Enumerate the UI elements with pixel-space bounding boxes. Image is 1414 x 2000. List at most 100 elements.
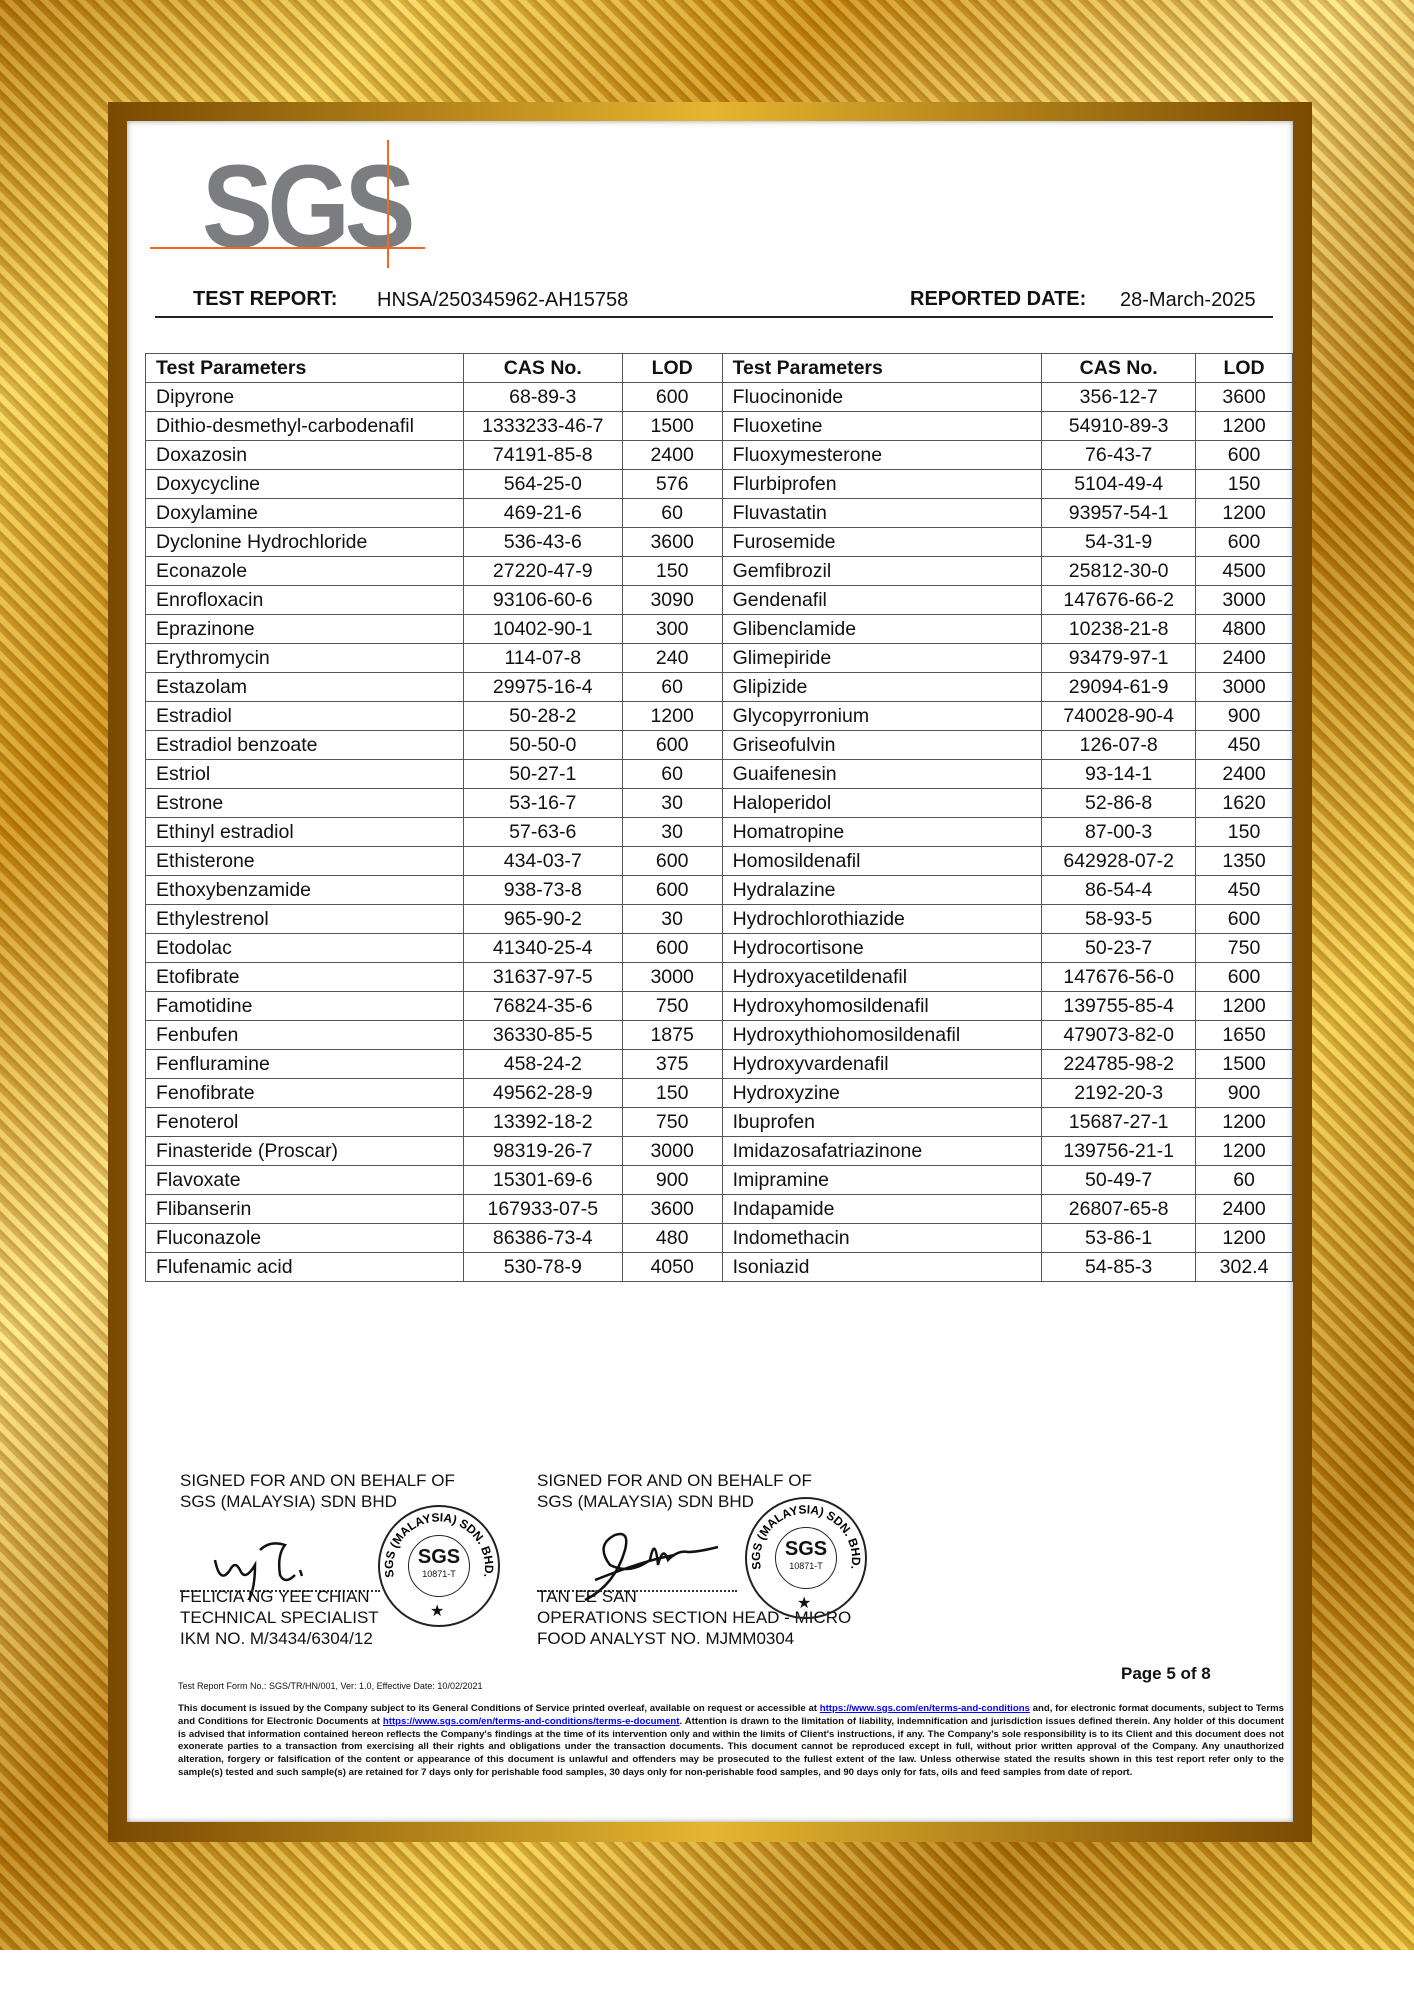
cas-number: 93106-60-6: [462, 585, 623, 615]
lod-value: 3000: [1195, 585, 1293, 615]
table-row: Fluconazole 86386-73-4 480 Indomethacin 53-8…: [145, 1223, 1293, 1253]
cas-number: 356-12-7: [1041, 382, 1197, 412]
signature-block-2: SIGNED FOR AND ON BEHALF OF SGS (MALAYSI…: [537, 1470, 812, 1512]
terms-e-document-link[interactable]: https://www.sgs.com/en/terms-and-conditi…: [382, 1715, 680, 1727]
table-row: Dyclonine Hydrochloride 536-43-6 3600 Furos…: [145, 527, 1293, 557]
table-row: Flibanserin 167933-07-5 3600 Indapamide 2680…: [145, 1194, 1293, 1224]
parameter-name: Hydroxyacetildenafil: [721, 962, 1043, 992]
parameter-name: Fluvastatin: [721, 498, 1043, 528]
lod-value: 1200: [1195, 991, 1293, 1021]
cas-number: 167933-07-5: [462, 1194, 623, 1224]
parameter-name: Glipizide: [721, 672, 1043, 702]
table-row: Etofibrate 31637-97-5 3000 Hydroxyacetilden…: [145, 962, 1293, 992]
cas-number: 93479-97-1: [1041, 643, 1197, 673]
column-header: LOD: [1195, 353, 1293, 383]
cas-number: 26807-65-8: [1041, 1194, 1197, 1224]
report-number: HNSA/250345962-AH15758: [377, 289, 629, 311]
cas-number: 114-07-8: [462, 643, 623, 673]
table-header-row: Test Parameters CAS No. LOD Test Parameters…: [145, 353, 1293, 383]
table-row: Fenfluramine 458-24-2 375 Hydroxyvardenafil…: [145, 1049, 1293, 1079]
parameter-name: Estradiol: [145, 701, 464, 731]
lod-value: 375: [621, 1049, 723, 1079]
parameter-name: Flufenamic acid: [145, 1252, 464, 1282]
cas-number: 50-49-7: [1041, 1165, 1197, 1195]
cas-number: 76-43-7: [1041, 440, 1197, 470]
cas-number: 139756-21-1: [1041, 1136, 1197, 1166]
lod-value: 3600: [621, 527, 723, 557]
signature-block-1: SIGNED FOR AND ON BEHALF OF SGS (MALAYSI…: [180, 1470, 455, 1512]
cas-number: 86386-73-4: [462, 1223, 623, 1253]
cas-number: 29094-61-9: [1041, 672, 1197, 702]
signature-line: [180, 1590, 380, 1592]
disclaimer: This document is issued by the Company s…: [178, 1703, 1284, 1780]
lod-value: 3090: [621, 585, 723, 615]
signature-line: [537, 1590, 737, 1592]
cas-number: 50-27-1: [462, 759, 623, 789]
lod-value: 600: [1195, 440, 1293, 470]
cas-number: 147676-56-0: [1041, 962, 1197, 992]
parameter-name: Indomethacin: [721, 1223, 1043, 1253]
terms-link[interactable]: https://www.sgs.com/en/terms-and-conditi…: [819, 1703, 1030, 1714]
lod-value: 60: [621, 759, 723, 789]
company-stamp: SGS (MALAYSIA) SDN. BHD. SGS 10871-T ★: [378, 1505, 500, 1627]
lod-value: 3600: [621, 1194, 723, 1224]
lod-value: 3000: [1195, 672, 1293, 702]
lod-value: 150: [1195, 469, 1293, 499]
lod-value: 600: [1195, 527, 1293, 557]
parameter-name: Dyclonine Hydrochloride: [145, 527, 464, 557]
parameter-name: Dithio-desmethyl-carbodenafil: [145, 411, 464, 441]
parameter-name: Ethylestrenol: [145, 904, 464, 934]
table-row: Ethoxybenzamide 938-73-8 600 Hydralazine 86-…: [145, 875, 1293, 905]
table-row: Ethylestrenol 965-90-2 30 Hydrochlorothiazi…: [145, 904, 1293, 934]
lod-value: 1875: [621, 1020, 723, 1050]
parameter-name: Etodolac: [145, 933, 464, 963]
cas-number: 31637-97-5: [462, 962, 623, 992]
lod-value: 1200: [621, 701, 723, 731]
parameter-name: Ethoxybenzamide: [145, 875, 464, 905]
lod-value: 2400: [1195, 643, 1293, 673]
parameter-name: Flurbiprofen: [721, 469, 1043, 499]
parameter-name: Flavoxate: [145, 1165, 464, 1195]
lod-value: 900: [621, 1165, 723, 1195]
column-header: Test Parameters: [145, 353, 464, 383]
lod-value: 150: [621, 1078, 723, 1108]
table-row: Fenoterol 13392-18-2 750 Ibuprofen 15687-27-…: [145, 1107, 1293, 1137]
lod-value: 4050: [621, 1252, 723, 1282]
lod-value: 60: [1195, 1165, 1293, 1195]
parameter-name: Imipramine: [721, 1165, 1043, 1195]
lod-value: 750: [621, 1107, 723, 1137]
lod-value: 600: [621, 875, 723, 905]
column-header: LOD: [621, 353, 723, 383]
cas-number: 15301-69-6: [462, 1165, 623, 1195]
cas-number: 54910-89-3: [1041, 411, 1197, 441]
cas-number: 126-07-8: [1041, 730, 1197, 760]
parameter-name: Doxycycline: [145, 469, 464, 499]
table-row: Flavoxate 15301-69-6 900 Imipramine 50-49-7 6…: [145, 1165, 1293, 1195]
lod-value: 2400: [1195, 759, 1293, 789]
table-row: Fenofibrate 49562-28-9 150 Hydroxyzine 2192-…: [145, 1078, 1293, 1108]
lod-value: 60: [621, 672, 723, 702]
company-name: SGS (MALAYSIA) SDN BHD: [180, 1492, 397, 1511]
parameter-name: Glimepiride: [721, 643, 1043, 673]
parameter-name: Hydrochlorothiazide: [721, 904, 1043, 934]
signatory-reg: FOOD ANALYST NO. MJMM0304: [537, 1629, 795, 1648]
parameter-name: Glibenclamide: [721, 614, 1043, 644]
table-row: Ethinyl estradiol 57-63-6 30 Homatropine 87-…: [145, 817, 1293, 847]
cas-number: 86-54-4: [1041, 875, 1197, 905]
parameter-name: Fluocinonide: [721, 382, 1043, 412]
lod-value: 750: [1195, 933, 1293, 963]
parameter-name: Econazole: [145, 556, 464, 586]
cas-number: 5104-49-4: [1041, 469, 1197, 499]
logo-orange-line: [150, 247, 425, 249]
cas-number: 49562-28-9: [462, 1078, 623, 1108]
parameter-name: Flibanserin: [145, 1194, 464, 1224]
parameter-name: Indapamide: [721, 1194, 1043, 1224]
table-row: Dithio-desmethyl-carbodenafil 1333233-46-…: [145, 411, 1293, 441]
lod-value: 600: [621, 933, 723, 963]
parameter-name: Ethisterone: [145, 846, 464, 876]
lod-value: 576: [621, 469, 723, 499]
stamp-number: 10871-T: [789, 1561, 823, 1571]
cas-number: 965-90-2: [462, 904, 623, 934]
page-number: Page 5 of 8: [1121, 1664, 1211, 1683]
lod-value: 150: [1195, 817, 1293, 847]
